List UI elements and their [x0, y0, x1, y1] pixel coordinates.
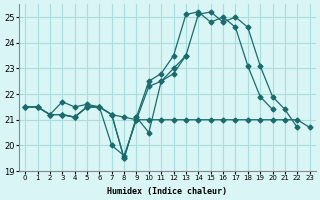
X-axis label: Humidex (Indice chaleur): Humidex (Indice chaleur)	[108, 187, 228, 196]
